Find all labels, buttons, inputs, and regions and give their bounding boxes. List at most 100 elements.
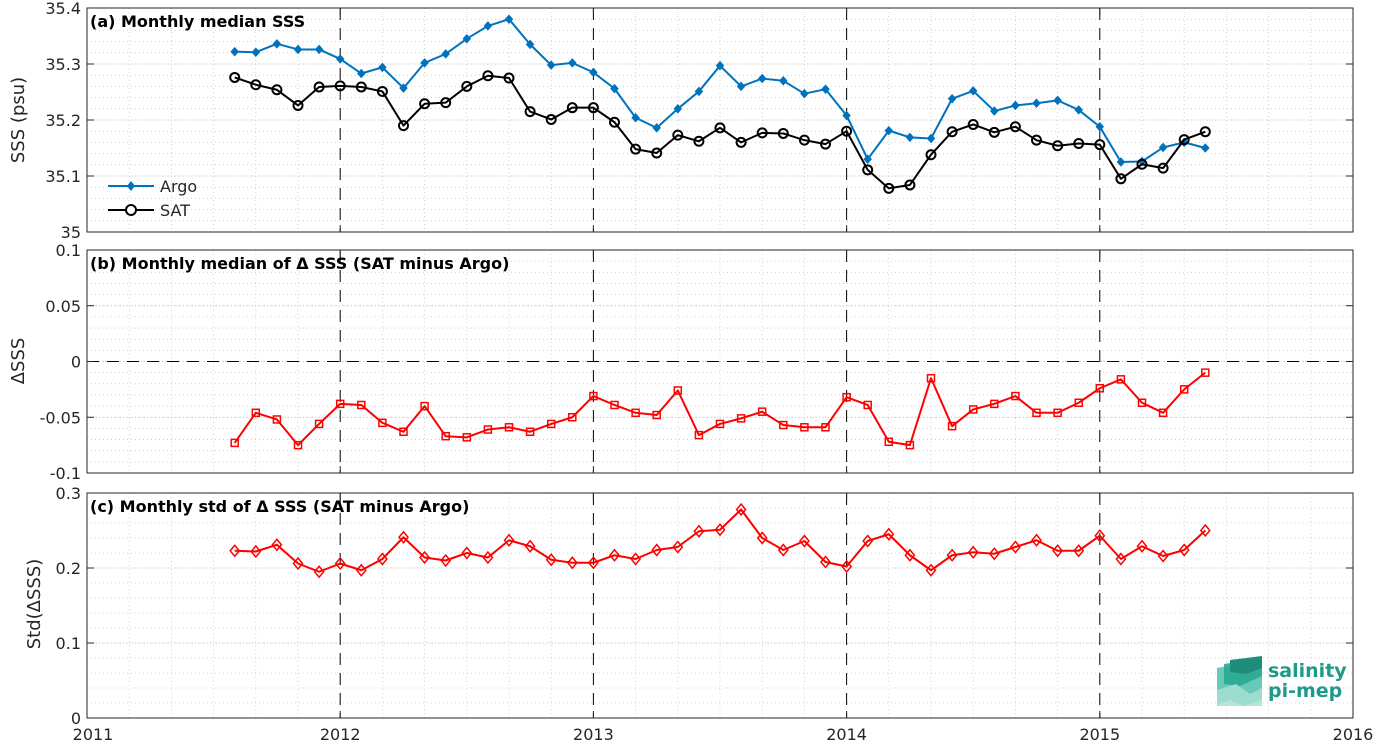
data-point — [1136, 539, 1148, 553]
data-point — [672, 540, 684, 554]
data-point — [905, 132, 915, 143]
data-point — [314, 419, 324, 429]
data-point — [905, 440, 915, 450]
data-point — [673, 103, 683, 114]
data-point — [272, 415, 282, 424]
series-line — [234, 74, 1206, 190]
data-point — [335, 54, 345, 64]
data-point — [988, 126, 1000, 138]
data-point — [1053, 95, 1062, 106]
data-point — [609, 548, 620, 562]
y-tick-label: 0 — [71, 709, 81, 728]
x-tick-label: 2012 — [320, 725, 361, 744]
data-point — [735, 136, 747, 148]
data-point — [441, 49, 451, 59]
y-tick-label: 35.3 — [45, 55, 81, 74]
data-point — [757, 73, 767, 84]
data-point — [483, 21, 493, 31]
data-point — [503, 533, 515, 547]
data-point — [1115, 173, 1127, 185]
data-point — [862, 164, 874, 176]
data-point — [779, 420, 788, 430]
data-point — [1011, 391, 1020, 401]
y-tick-label: -0.1 — [50, 464, 81, 483]
panel-0-background: 35 35.1 35.2 35.3 35.4 — [45, 0, 1354, 242]
data-point — [545, 553, 557, 567]
x-axis-tick-labels: 2011 2012 2013 2014 2015 2016 — [73, 725, 1374, 744]
data-point — [314, 44, 324, 55]
data-point — [652, 122, 662, 133]
data-point — [968, 405, 978, 414]
data-point — [609, 116, 620, 128]
logo-text-salinity: salinity — [1268, 660, 1347, 682]
data-point — [1073, 138, 1085, 150]
data-point — [504, 423, 514, 432]
legend-argo-marker — [127, 181, 135, 191]
data-point — [1032, 98, 1041, 109]
data-point — [1011, 100, 1020, 111]
data-point — [589, 67, 598, 78]
data-point — [947, 421, 957, 431]
data-point — [482, 550, 494, 565]
series-line — [234, 508, 1206, 573]
panel-a-title: (a) Monthly median SSS — [90, 12, 305, 31]
data-point — [589, 391, 598, 401]
data-point — [926, 373, 936, 383]
data-point — [525, 427, 535, 436]
legend-sat-marker — [125, 204, 137, 216]
data-point — [904, 548, 916, 562]
data-point — [693, 524, 705, 538]
legend-sat-label: SAT — [160, 201, 190, 220]
panel-c-ylabel: Std(ΔSSS) — [24, 559, 45, 650]
data-point — [545, 113, 557, 125]
data-point — [504, 14, 514, 25]
data-point — [694, 430, 704, 440]
data-point — [1095, 121, 1105, 132]
data-point — [610, 83, 619, 94]
data-point — [672, 129, 684, 141]
panel-2-ticks — [86, 492, 1354, 719]
panel-a-monthly-median-sss: (a) Monthly median SSS SSS (psu) Argo SA… — [8, 12, 1211, 220]
panel-b-delta-sss: (b) Monthly median of Δ SSS (SAT minus A… — [8, 254, 1210, 450]
data-point — [524, 106, 536, 118]
data-point — [800, 423, 809, 432]
data-point — [715, 419, 725, 429]
data-point — [673, 386, 683, 395]
data-point — [926, 133, 936, 144]
data-point — [566, 556, 578, 570]
data-point — [272, 38, 282, 49]
data-point — [376, 85, 388, 97]
y-tick-label: 35.4 — [45, 0, 81, 18]
panel-c-std-delta-sss: (c) Monthly std of Δ SSS (SAT minus Argo… — [24, 497, 1211, 650]
data-point — [378, 62, 387, 73]
data-point — [503, 72, 515, 84]
data-point — [357, 400, 366, 410]
data-point — [777, 543, 789, 557]
y-tick-label: 0.3 — [56, 484, 81, 503]
data-point — [230, 46, 240, 57]
data-point — [988, 547, 1000, 561]
data-point — [798, 534, 810, 548]
data-point — [1052, 140, 1064, 152]
data-point — [462, 33, 472, 44]
data-point — [355, 81, 367, 93]
data-point — [1032, 408, 1041, 418]
y-tick-label: 0.1 — [56, 634, 81, 653]
data-point — [1031, 134, 1042, 146]
data-point — [440, 97, 452, 109]
data-point — [777, 127, 789, 139]
data-point — [1074, 105, 1084, 115]
data-point — [714, 523, 726, 537]
data-point — [757, 407, 767, 416]
data-point — [250, 544, 262, 559]
data-point — [863, 154, 873, 165]
series-delta-panel-2 — [229, 502, 1211, 579]
data-point — [946, 126, 958, 138]
y-tick-label: 0.2 — [56, 559, 81, 578]
data-point — [947, 93, 957, 104]
data-point — [1136, 158, 1148, 170]
data-point — [652, 410, 661, 420]
data-point — [630, 143, 642, 155]
data-point — [1158, 408, 1168, 418]
panel-1-ticks — [86, 249, 1354, 474]
